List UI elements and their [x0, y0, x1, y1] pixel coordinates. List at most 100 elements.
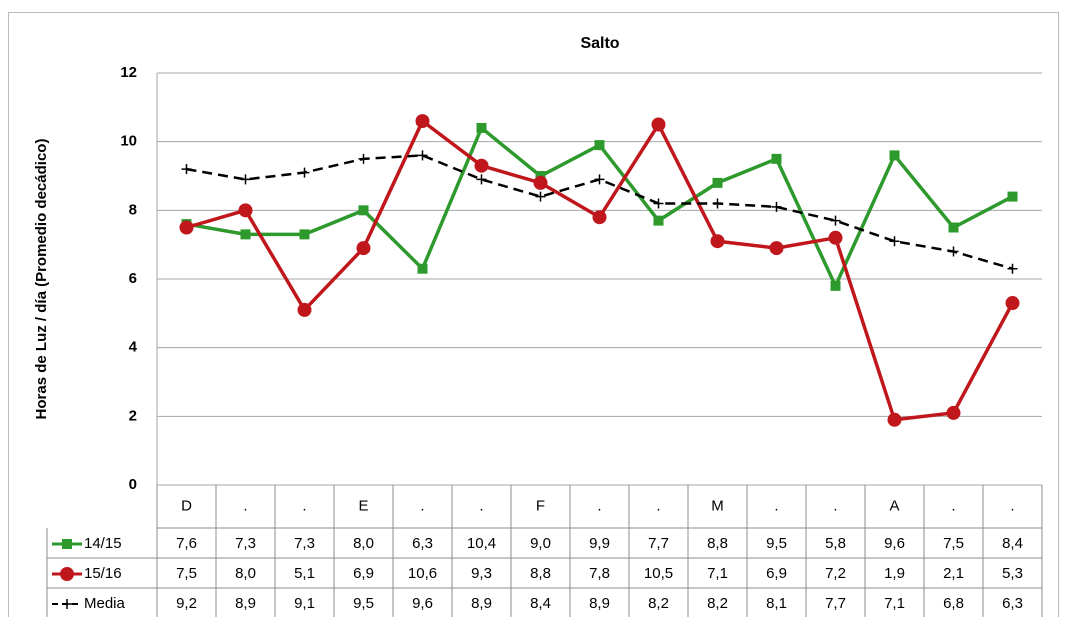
table-value: 9,6 [412, 595, 433, 612]
marker [594, 140, 605, 151]
marker [358, 153, 369, 164]
table-value: 7,1 [707, 565, 728, 582]
legend-marker [62, 599, 72, 609]
x-tick-label: . [951, 497, 955, 514]
table-value: 10,4 [467, 535, 496, 552]
marker [887, 412, 902, 427]
marker [299, 229, 310, 240]
marker [356, 241, 371, 256]
table-value: 8,9 [471, 595, 492, 612]
x-tick-label: . [420, 497, 424, 514]
table-value: 2,1 [943, 565, 964, 582]
table-value: 8,0 [353, 535, 374, 552]
y-tick-label: 12 [120, 64, 137, 81]
table-value: 7,3 [235, 535, 256, 552]
table-value: 8,0 [235, 565, 256, 582]
marker [828, 230, 843, 245]
table-value: 8,1 [766, 595, 787, 612]
table-value: 5,3 [1002, 565, 1023, 582]
table-value: 7,1 [884, 595, 905, 612]
table-value: 8,2 [648, 595, 669, 612]
marker [417, 150, 428, 161]
marker [1007, 263, 1018, 274]
table-value: 8,8 [707, 535, 728, 552]
x-tick-label: M [711, 497, 724, 514]
marker [533, 175, 548, 190]
x-tick-label: . [774, 497, 778, 514]
table-value: 10,6 [408, 565, 437, 582]
table-value: 9,3 [471, 565, 492, 582]
marker [535, 191, 546, 202]
marker [1007, 191, 1018, 202]
marker [240, 229, 251, 240]
marker [238, 203, 253, 218]
table-value: 1,9 [884, 565, 905, 582]
marker [179, 220, 194, 235]
marker [1005, 296, 1020, 311]
marker [769, 241, 784, 256]
table-value: 10,5 [644, 565, 673, 582]
marker [771, 201, 782, 212]
table-value: 6,3 [412, 535, 433, 552]
x-tick-label: E [358, 497, 368, 514]
marker [594, 174, 605, 185]
y-tick-label: 8 [129, 201, 137, 218]
x-tick-label: . [833, 497, 837, 514]
table-value: 8,9 [589, 595, 610, 612]
marker [830, 215, 841, 226]
legend-label: Media [84, 595, 126, 612]
table-value: 6,8 [943, 595, 964, 612]
legend-label: 14/15 [84, 535, 122, 552]
marker [889, 236, 900, 247]
y-tick-label: 0 [129, 476, 137, 493]
marker [712, 177, 723, 188]
marker [474, 158, 489, 173]
y-tick-label: 10 [120, 133, 137, 150]
marker [710, 234, 725, 249]
marker [946, 405, 961, 420]
marker [948, 246, 959, 257]
marker [651, 117, 666, 132]
table-value: 9,6 [884, 535, 905, 552]
x-tick-label: D [181, 497, 192, 514]
table-value: 9,9 [589, 535, 610, 552]
x-tick-label: . [479, 497, 483, 514]
chart-title: Salto [580, 35, 619, 52]
table-value: 8,8 [530, 565, 551, 582]
table-value: 7,6 [176, 535, 197, 552]
table-value: 9,5 [766, 535, 787, 552]
y-tick-label: 4 [129, 339, 138, 356]
table-value: 5,1 [294, 565, 315, 582]
table-value: 6,3 [1002, 595, 1023, 612]
table-value: 7,5 [176, 565, 197, 582]
marker [653, 198, 664, 209]
legend-marker [60, 567, 74, 581]
x-tick-label: A [889, 497, 899, 514]
table-value: 7,2 [825, 565, 846, 582]
table-value: 7,3 [294, 535, 315, 552]
marker [712, 198, 723, 209]
table-value: 8,4 [1002, 535, 1023, 552]
marker [297, 302, 312, 317]
table-value: 9,2 [176, 595, 197, 612]
legend-label: 15/16 [84, 565, 122, 582]
marker [653, 215, 664, 226]
table-value: 6,9 [353, 565, 374, 582]
x-tick-label: F [536, 497, 545, 514]
table-value: 7,7 [825, 595, 846, 612]
marker [358, 205, 369, 216]
marker [476, 174, 487, 185]
marker [417, 263, 428, 274]
x-tick-label: . [1010, 497, 1014, 514]
y-axis-label: Horas de Luz / día (Promedio decádico) [33, 139, 50, 420]
x-tick-label: . [656, 497, 660, 514]
table-value: 7,7 [648, 535, 669, 552]
table-value: 5,8 [825, 535, 846, 552]
x-tick-label: . [597, 497, 601, 514]
table-value: 8,4 [530, 595, 551, 612]
table-value: 9,5 [353, 595, 374, 612]
table-value: 6,9 [766, 565, 787, 582]
table-value: 9,1 [294, 595, 315, 612]
table-value: 7,5 [943, 535, 964, 552]
